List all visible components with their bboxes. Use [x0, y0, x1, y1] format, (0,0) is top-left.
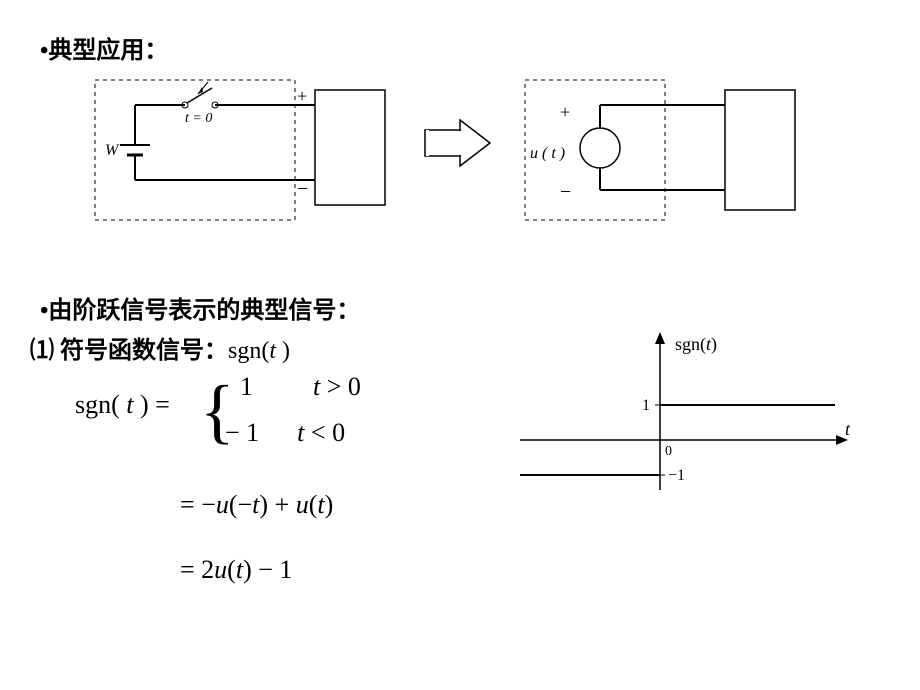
tick-1-label: 1	[642, 397, 650, 414]
x-label: t	[845, 419, 851, 439]
piece-top: 1 t > 0	[240, 372, 361, 402]
formula-sgn-lhs: sgn( t ) =	[75, 390, 170, 420]
circuit-row: W t = 0 + − +	[90, 70, 850, 250]
label-W: W	[105, 142, 120, 159]
right-minus: −	[560, 181, 571, 203]
heading-step-represented: •由阶跃信号表示的典型信号：	[40, 290, 360, 325]
arrow-between	[425, 120, 490, 166]
tick-m1-label: −1	[668, 467, 685, 484]
source-circle	[580, 128, 620, 168]
formula-line3: = 2u(t) − 1	[180, 555, 292, 585]
left-load-box	[315, 90, 385, 205]
heading3-prefix-text: ⑴ 符号函数信号：	[30, 338, 228, 364]
formula-line2: = −u(−t) + u(t)	[180, 490, 333, 520]
label-ut: u ( t )	[530, 145, 565, 162]
origin-label: 0	[665, 444, 672, 459]
left-dashed-box	[95, 80, 295, 220]
y-axis-arrow	[655, 332, 665, 344]
graph-title: sgn(t)	[675, 334, 717, 355]
circuit-diagrams-svg: W t = 0 + − +	[90, 70, 850, 250]
left-plus: +	[297, 86, 307, 106]
switch-arrow-head	[198, 87, 203, 94]
sgn-graph-svg: sgn(t) 1 −1 0 t	[500, 320, 860, 520]
heading-sign-fn: ⑴ 符号函数信号：sgn(t )	[30, 330, 290, 365]
heading-applications: •典型应用：	[40, 30, 168, 65]
label-t0: t = 0	[185, 111, 212, 126]
right-plus: +	[560, 102, 570, 122]
sgn-graph: sgn(t) 1 −1 0 t	[500, 320, 860, 520]
left-minus: −	[297, 178, 308, 200]
piece-bot: − 1 t < 0	[225, 418, 345, 448]
right-load-box	[725, 90, 795, 210]
switch-arm	[187, 88, 212, 103]
